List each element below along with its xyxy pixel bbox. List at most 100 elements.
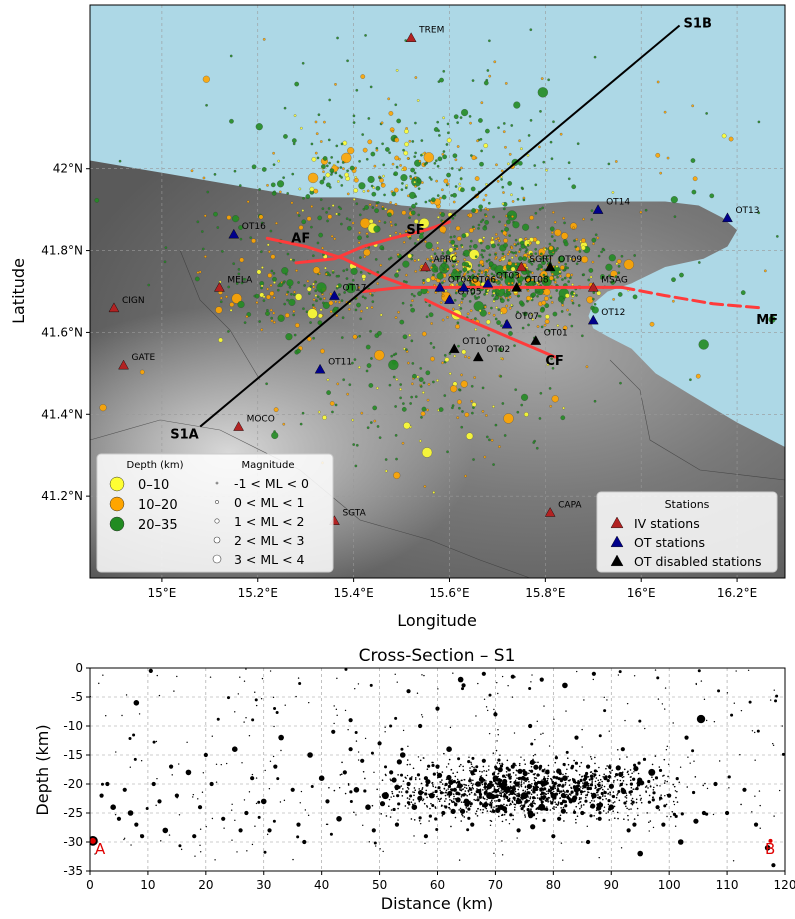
cs-point bbox=[557, 816, 562, 821]
earthquake-marker bbox=[336, 160, 340, 164]
cs-point bbox=[418, 788, 421, 790]
earthquake-marker bbox=[94, 198, 100, 203]
cs-point bbox=[542, 732, 544, 735]
earthquake-marker bbox=[400, 188, 404, 192]
cs-point bbox=[246, 850, 248, 852]
earthquake-marker bbox=[456, 260, 460, 263]
earthquake-marker bbox=[78, 355, 82, 359]
cs-point bbox=[94, 853, 96, 855]
cs-point bbox=[475, 781, 481, 787]
cs-point bbox=[363, 789, 367, 793]
earthquake-marker bbox=[484, 273, 487, 277]
earthquake-marker bbox=[542, 281, 545, 284]
cs-point bbox=[529, 796, 532, 798]
earthquake-marker bbox=[273, 407, 279, 412]
earthquake-marker bbox=[471, 79, 475, 82]
earthquake-marker bbox=[617, 265, 621, 268]
earthquake-marker bbox=[272, 276, 277, 282]
earthquake-marker bbox=[283, 280, 286, 283]
earthquake-marker bbox=[554, 280, 557, 284]
cs-point bbox=[576, 670, 578, 673]
cs-point bbox=[441, 814, 444, 817]
cs-point bbox=[409, 763, 411, 766]
cs-point bbox=[580, 804, 583, 807]
earthquake-marker bbox=[474, 317, 477, 320]
earthquake-marker bbox=[270, 269, 274, 273]
cs-point bbox=[455, 797, 461, 803]
station-marker bbox=[314, 363, 326, 374]
earthquake-marker bbox=[292, 258, 295, 262]
earthquake-marker bbox=[277, 314, 285, 322]
cs-point bbox=[176, 675, 178, 678]
earthquake-marker bbox=[268, 250, 271, 254]
cs-point bbox=[538, 803, 546, 811]
earthquake-marker bbox=[410, 292, 414, 296]
earthquake-marker bbox=[422, 391, 425, 394]
station-marker bbox=[448, 343, 460, 353]
earthquake-marker bbox=[293, 290, 296, 294]
cs-point bbox=[501, 814, 504, 817]
station-marker bbox=[228, 228, 240, 239]
earthquake-marker bbox=[441, 281, 444, 285]
earthquake-marker bbox=[561, 232, 569, 240]
earthquake-marker bbox=[384, 458, 388, 461]
cs-y-tick-label: -20 bbox=[63, 777, 83, 791]
earthquake-marker bbox=[403, 150, 409, 156]
cs-point bbox=[593, 800, 596, 802]
cs-point bbox=[475, 813, 477, 815]
earthquake-marker bbox=[663, 110, 667, 114]
cs-point bbox=[506, 759, 509, 762]
earthquake-marker bbox=[497, 243, 500, 247]
cs-point bbox=[555, 806, 557, 809]
legend-depth-label: 0–10 bbox=[138, 478, 169, 493]
earthquake-marker bbox=[512, 221, 520, 229]
earthquake-marker bbox=[286, 192, 290, 195]
earthquake-marker bbox=[328, 300, 334, 306]
cs-point bbox=[416, 692, 419, 694]
cs-point bbox=[460, 820, 463, 822]
cs-end-label-a: A bbox=[95, 840, 106, 858]
cs-point bbox=[353, 787, 360, 793]
earthquake-marker bbox=[497, 126, 500, 130]
earthquake-marker bbox=[612, 298, 615, 301]
cs-point bbox=[530, 742, 534, 746]
earthquake-marker bbox=[560, 310, 564, 313]
earthquake-marker bbox=[432, 273, 435, 277]
earthquake-marker bbox=[459, 116, 463, 119]
cs-point bbox=[470, 791, 473, 794]
earthquake-marker bbox=[284, 313, 290, 318]
cs-point bbox=[630, 808, 632, 810]
cs-point bbox=[370, 751, 374, 755]
earthquake-marker bbox=[405, 273, 408, 277]
earthquake-marker bbox=[346, 59, 349, 63]
earthquake-marker bbox=[504, 226, 509, 232]
cs-point bbox=[609, 791, 611, 794]
earthquake-marker bbox=[437, 215, 440, 219]
earthquake-marker bbox=[334, 403, 338, 407]
earthquake-marker bbox=[395, 165, 399, 169]
cs-point bbox=[730, 713, 734, 717]
cs-point bbox=[548, 788, 550, 791]
earthquake-marker bbox=[283, 134, 288, 139]
cs-point bbox=[508, 823, 511, 825]
earthquake-marker bbox=[390, 354, 394, 358]
cs-point bbox=[554, 761, 557, 764]
station-marker bbox=[587, 314, 599, 325]
cs-point bbox=[534, 753, 536, 756]
cs-point bbox=[473, 798, 475, 801]
cs-point bbox=[646, 812, 648, 814]
earthquake-marker bbox=[534, 183, 538, 187]
earthquake-marker bbox=[493, 60, 497, 64]
earthquake-marker bbox=[293, 333, 297, 337]
earthquake-marker bbox=[695, 373, 701, 379]
earthquake-marker bbox=[277, 284, 280, 288]
cs-point bbox=[516, 837, 518, 839]
cs-point bbox=[536, 773, 540, 777]
earthquake-marker bbox=[484, 220, 489, 225]
map-xlabel: Longitude bbox=[397, 611, 477, 630]
earthquake-marker bbox=[325, 164, 329, 168]
earthquake-marker bbox=[414, 76, 418, 79]
earthquake-marker bbox=[311, 303, 315, 307]
cs-point bbox=[433, 773, 436, 775]
